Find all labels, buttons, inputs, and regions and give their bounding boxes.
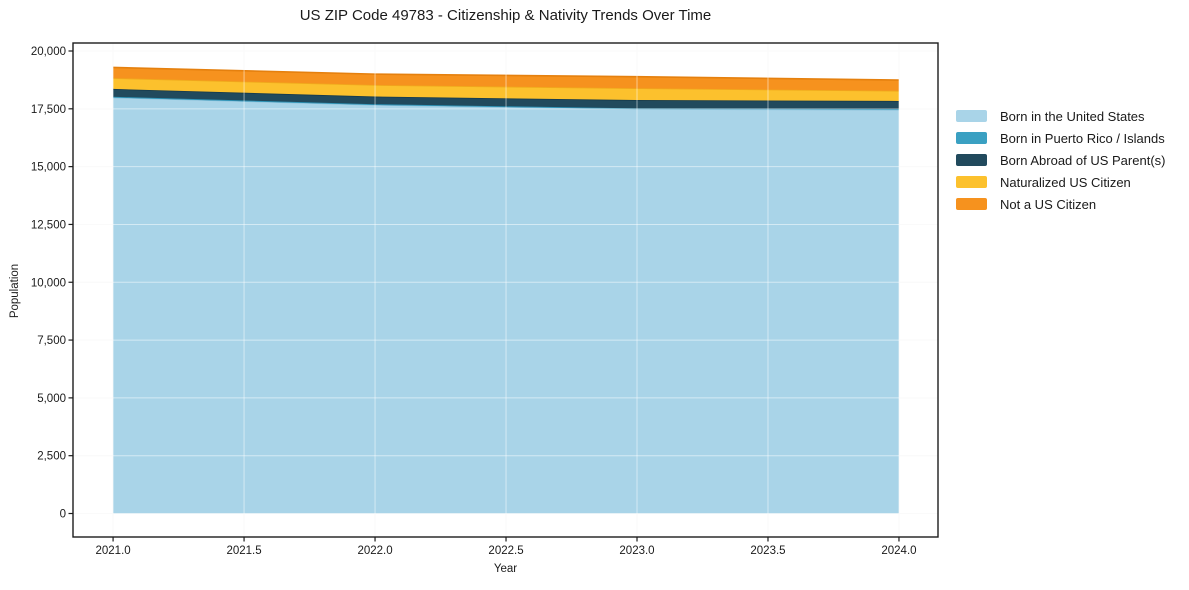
legend-item: Born in Puerto Rico / Islands xyxy=(956,127,1165,149)
legend-swatch-icon xyxy=(956,176,987,188)
x-tick-label: 2022.5 xyxy=(488,545,523,557)
y-tick-label: 0 xyxy=(60,509,66,521)
legend-item: Not a US Citizen xyxy=(956,193,1165,215)
legend: Born in the United States Born in Puerto … xyxy=(956,105,1165,215)
legend-label: Born in the United States xyxy=(1000,108,1145,124)
legend-label: Not a US Citizen xyxy=(1000,196,1097,212)
legend-item: Born in the United States xyxy=(956,105,1165,127)
y-axis-label: Population xyxy=(9,263,21,319)
x-tick-label: 2022.0 xyxy=(357,545,392,557)
y-tick-label: 17,500 xyxy=(31,104,66,116)
x-tick-label: 2024.0 xyxy=(881,545,916,557)
x-tick-label: 2023.5 xyxy=(750,545,785,557)
x-tick-label: 2021.5 xyxy=(226,545,261,557)
y-tick-label: 12,500 xyxy=(31,219,66,231)
x-axis-label: Year xyxy=(493,563,518,575)
legend-item: Born Abroad of US Parent(s) xyxy=(956,149,1165,171)
y-tick-label: 20,000 xyxy=(31,46,66,58)
y-tick-label: 5,000 xyxy=(37,393,66,405)
y-tick-label: 10,000 xyxy=(31,277,66,289)
legend-item: Naturalized US Citizen xyxy=(956,171,1165,193)
legend-swatch-icon xyxy=(956,198,987,210)
x-tick-label: 2021.0 xyxy=(95,545,130,557)
legend-swatch-icon xyxy=(956,154,987,166)
chart-title: US ZIP Code 49783 - Citizenship & Nativi… xyxy=(299,7,712,24)
x-tick-label: 2023.0 xyxy=(619,545,654,557)
legend-swatch-icon xyxy=(956,110,987,122)
legend-label: Born in Puerto Rico / Islands xyxy=(1000,130,1165,146)
y-tick-label: 7,500 xyxy=(37,335,66,347)
legend-swatch-icon xyxy=(956,132,987,144)
legend-label: Naturalized US Citizen xyxy=(1000,174,1131,190)
legend-label: Born Abroad of US Parent(s) xyxy=(1000,152,1166,168)
y-tick-label: 15,000 xyxy=(31,162,66,174)
y-tick-label: 2,500 xyxy=(37,451,66,463)
